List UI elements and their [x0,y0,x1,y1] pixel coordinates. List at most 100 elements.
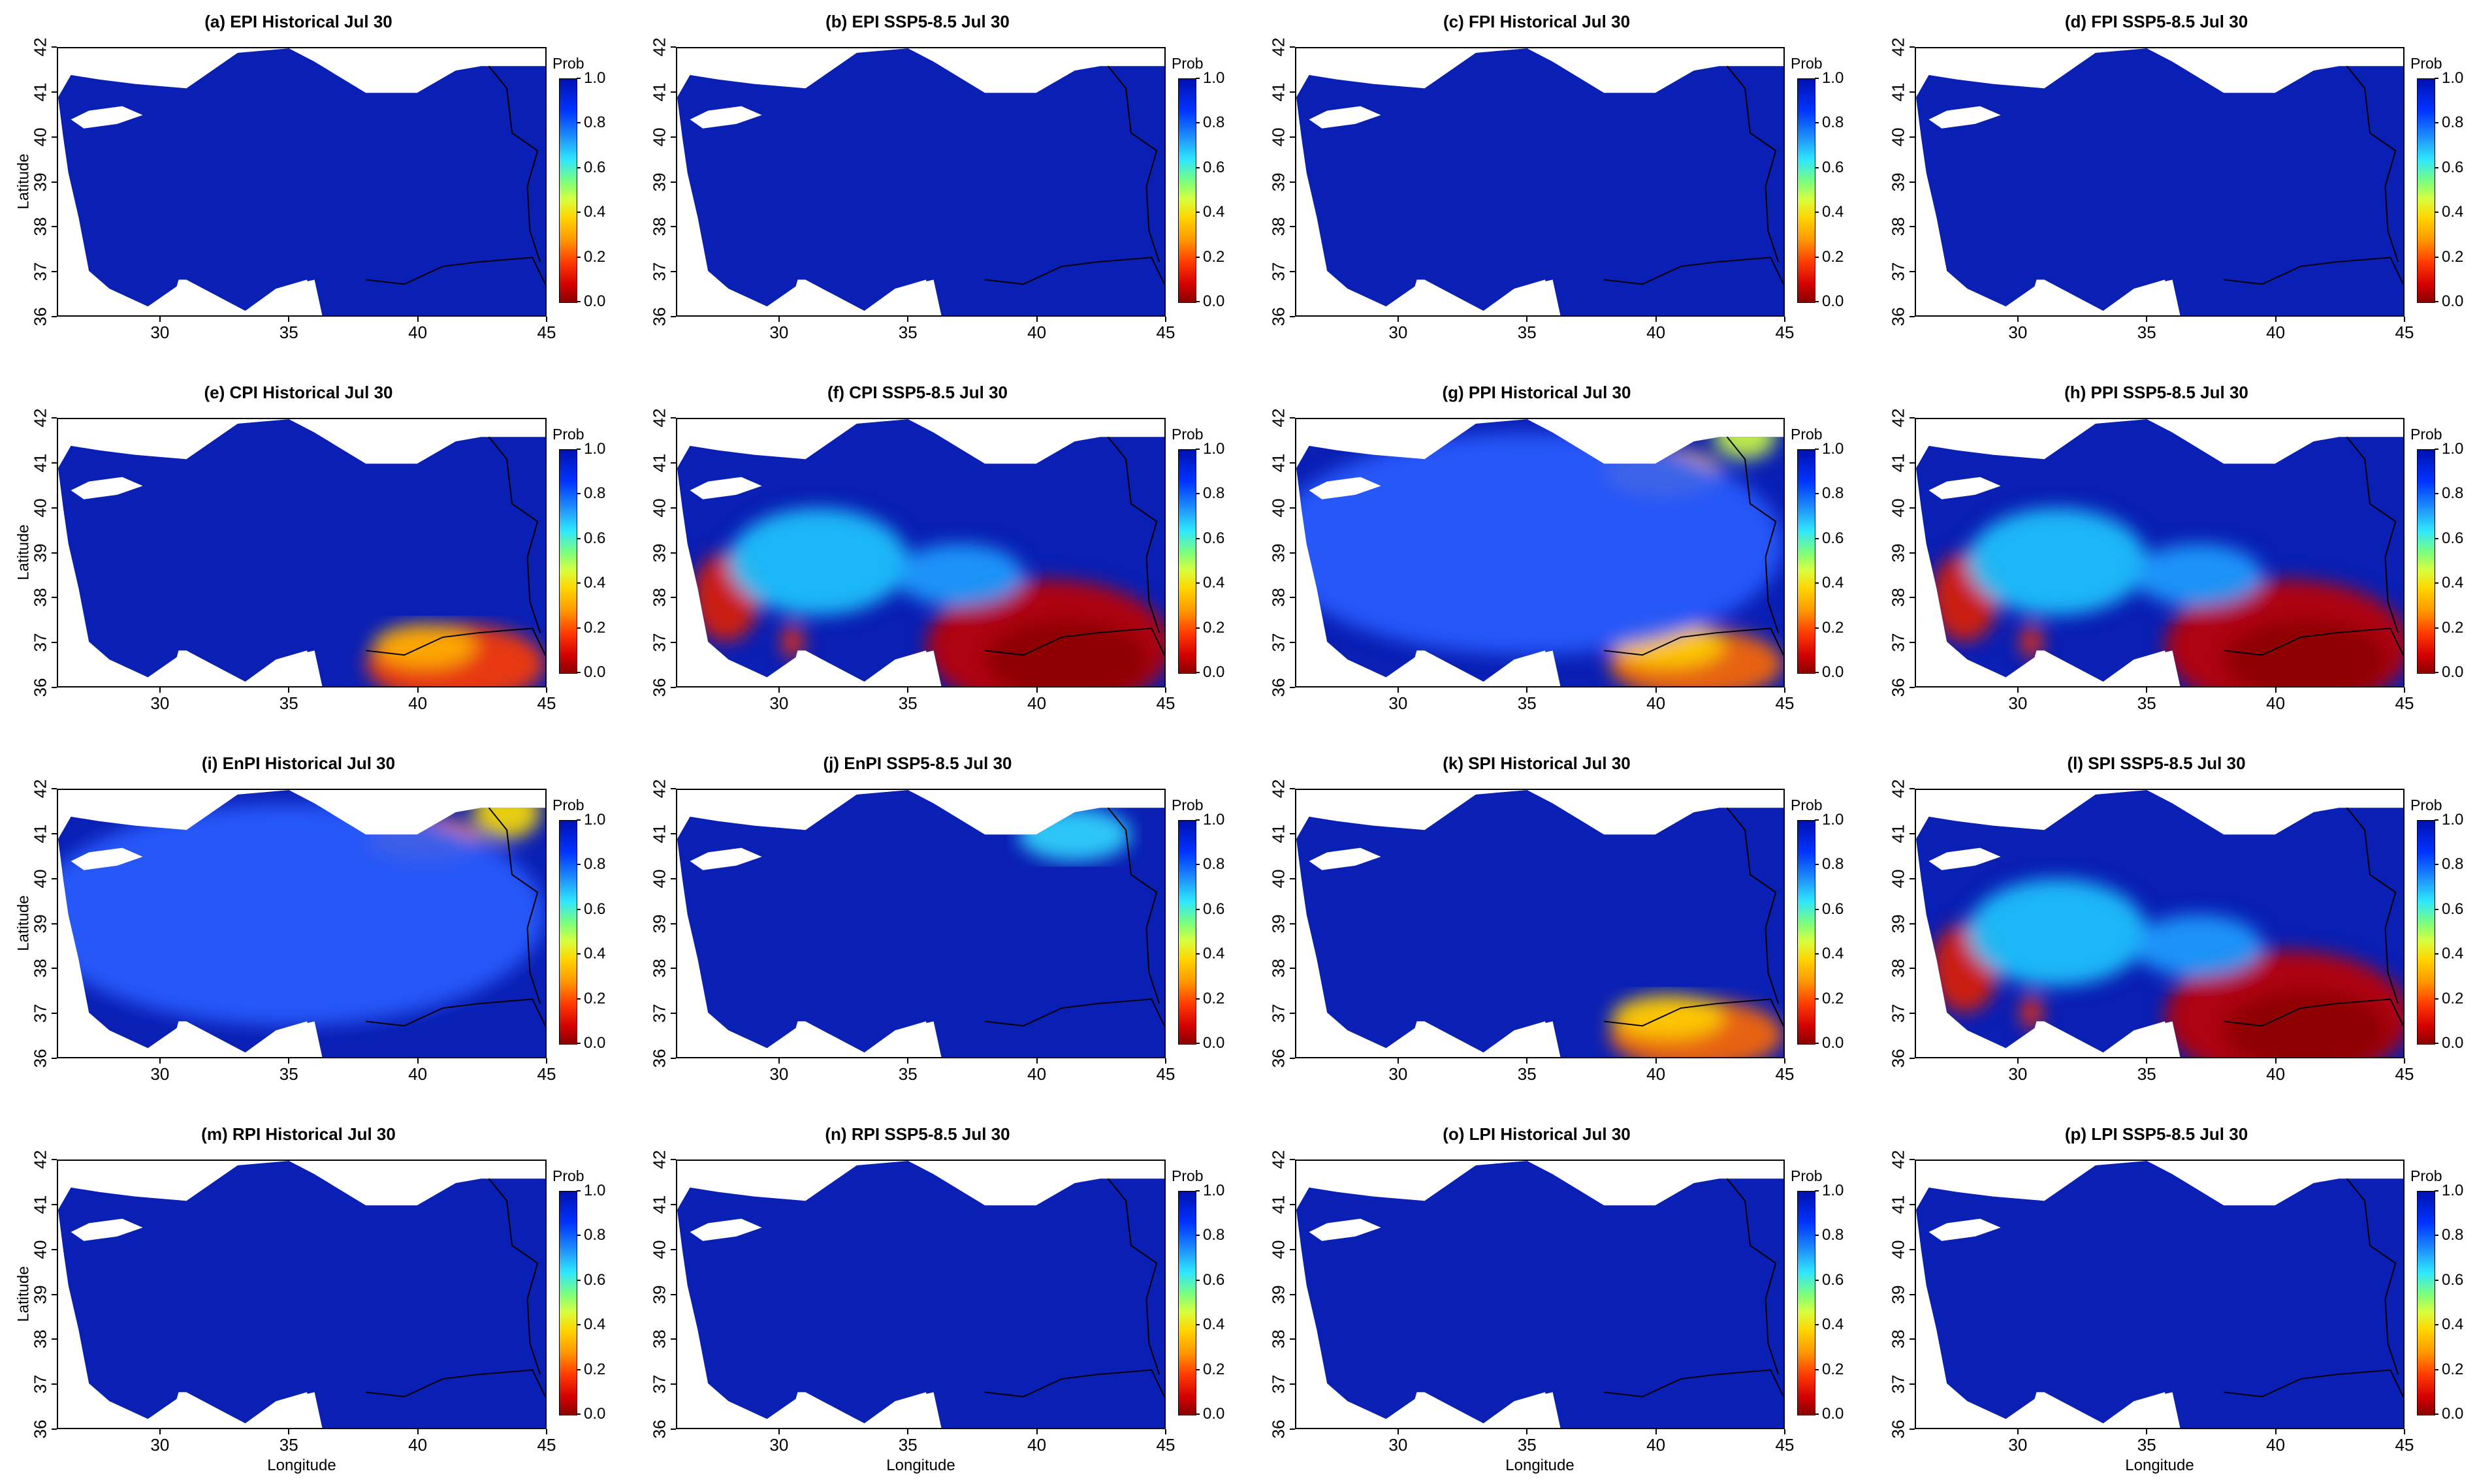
x-tick-label: 45 [1775,323,1795,342]
colorbar-tick-mark [1196,78,1200,79]
colorbar-tick-label: 0.2 [2442,1360,2464,1378]
y-tick-label: 42 [649,408,669,428]
sea-area [787,1392,939,1428]
colorbar-tick-label: 0.2 [1822,618,1844,637]
y-tick-mark [1910,832,1915,834]
x-tick-label: 40 [2266,693,2286,713]
y-tick-mark [1290,1203,1295,1205]
land-probability-field [58,1161,545,1428]
colorbar-title: Prob [1172,55,1204,72]
sea-area [1406,279,1558,315]
country-border [488,436,541,633]
land-probability-field [677,48,1164,315]
x-tick-label: 35 [2137,1064,2156,1084]
y-tick-label: 40 [1268,869,1288,889]
y-tick-mark [1290,687,1295,688]
x-tick-label: 35 [279,1435,298,1455]
y-axis-label: Latitude [14,153,33,210]
x-tick-label: 30 [2008,693,2028,713]
y-tick-mark [52,832,57,834]
colorbar-tick-label: 0.4 [1203,574,1225,592]
colorbar-tick-mark [1815,301,1819,302]
probability-hotspot [2133,543,2263,607]
colorbar-tick-label: 0.2 [1203,618,1225,637]
x-tick-mark [2146,687,2148,693]
country-border [2224,1369,2403,1398]
colorbar-tick-label: 0.4 [2442,574,2464,592]
y-tick-label: 42 [30,408,50,428]
y-tick-label: 37 [30,1374,50,1394]
colorbar-tick-label: 0.8 [584,114,606,132]
y-tick-mark [52,1383,57,1385]
y-tick-label: 42 [1888,779,1908,798]
colorbar-tick-label: 0.8 [1822,114,1844,132]
y-tick-label: 36 [1268,307,1288,326]
colorbar [559,78,577,303]
x-tick-label: 35 [2137,1435,2156,1455]
colorbar-tick-label: 1.0 [584,811,606,829]
x-tick-label: 35 [279,693,298,713]
colorbar [1178,1191,1196,1415]
country-border [2224,998,2403,1027]
y-tick-mark [1910,507,1915,509]
colorbar-tick-mark [1196,1279,1200,1281]
y-tick-mark [671,46,676,48]
colorbar-tick-label: 0.6 [584,529,606,547]
colorbar-tick-label: 1.0 [584,1182,606,1199]
country-border [1726,1178,1780,1375]
y-tick-label: 39 [1888,172,1908,191]
colorbar-tick-mark [577,537,581,539]
colorbar-tick-label: 0.2 [2442,989,2464,1007]
country-border [1604,257,1783,285]
colorbar-tick-mark [1815,1043,1819,1044]
x-tick-mark [2146,317,2148,322]
y-tick-mark [1910,1159,1915,1160]
y-tick-mark [1290,1383,1295,1385]
y-tick-mark [671,1383,676,1385]
y-tick-mark [1290,507,1295,509]
colorbar-tick-mark [577,78,581,79]
colorbar-tick-mark [1196,819,1200,821]
colorbar-tick-label: 0.8 [1203,855,1225,874]
y-tick-mark [1910,788,1915,789]
y-tick-label: 38 [30,217,50,236]
x-tick-label: 30 [150,1435,170,1455]
y-tick-label: 36 [1888,1419,1908,1439]
y-tick-mark [52,788,57,789]
sea-area [787,650,939,686]
y-tick-label: 42 [1888,408,1908,428]
y-tick-mark [1290,136,1295,138]
country-border [366,627,545,656]
colorbar-tick-mark [2435,493,2438,495]
land-probability-field [58,48,545,315]
sea-area [1360,790,1707,835]
sea-area [1928,477,2001,499]
colorbar-tick-mark [2435,864,2438,866]
colorbar-tick-mark [1815,493,1819,495]
colorbar-tick-mark [1196,122,1200,124]
sea-area [1309,106,1381,129]
x-tick-label: 35 [279,323,298,342]
y-tick-label: 41 [1888,82,1908,102]
y-tick-label: 36 [1888,1049,1908,1068]
country-border [2346,1178,2399,1375]
y-tick-label: 39 [649,914,669,933]
y-tick-mark [52,417,57,418]
sea-area [741,790,1088,835]
colorbar-tick-mark [577,1413,581,1415]
y-tick-label: 41 [1888,824,1908,844]
colorbar-tick-label: 1.0 [1203,1182,1225,1199]
y-tick-mark [1910,687,1915,688]
colorbar-tick-label: 1.0 [2442,811,2464,829]
sea-area [1980,790,2327,835]
land-probability-field [1296,48,1783,315]
x-tick-mark [546,317,547,322]
colorbar-tick-label: 0.4 [2442,1316,2464,1334]
colorbar-tick-mark [2435,1190,2438,1192]
map-panel: (i) EnPI Historical Jul 30 30 35 40 45 36 37 38… [0,742,619,1113]
y-tick-label: 39 [649,543,669,562]
map-area [1295,47,1785,317]
colorbar-tick-mark [1196,1190,1200,1192]
colorbar-tick-mark [1196,256,1200,258]
colorbar-tick-mark [1196,1324,1200,1326]
